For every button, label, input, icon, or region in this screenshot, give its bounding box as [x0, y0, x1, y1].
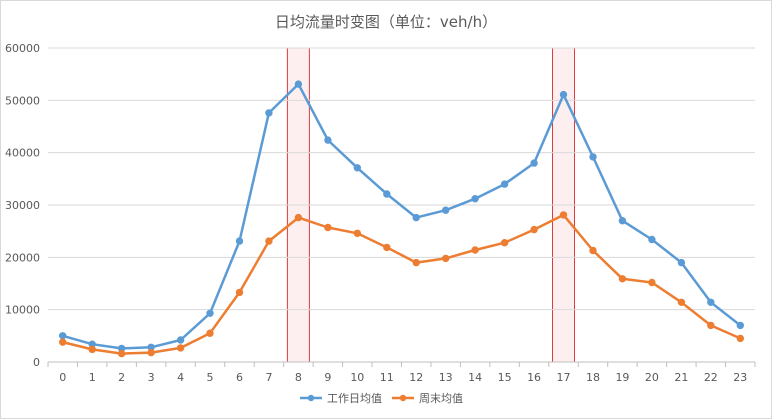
y-tick-label: 30000 — [5, 199, 40, 212]
data-point — [383, 190, 391, 198]
data-point — [500, 180, 509, 188]
data-point — [206, 329, 214, 337]
data-point — [471, 195, 479, 203]
y-tick-label: 10000 — [5, 304, 40, 317]
data-point — [736, 334, 744, 343]
data-point — [117, 349, 126, 358]
data-point — [324, 223, 332, 232]
x-tick-label: 5 — [207, 371, 214, 384]
data-point — [500, 239, 509, 247]
data-point — [265, 109, 273, 117]
x-tick-label: 15 — [498, 371, 512, 384]
data-point — [707, 321, 715, 330]
data-point — [176, 336, 185, 344]
series-0 — [59, 80, 744, 353]
data-point — [618, 275, 627, 283]
data-point — [530, 159, 538, 167]
data-point — [442, 254, 450, 263]
series-1 — [59, 211, 744, 358]
data-point — [294, 80, 303, 88]
y-tick-label: 20000 — [5, 251, 40, 264]
legend-item-1: 周末均值 — [392, 391, 463, 405]
series-line — [61, 82, 742, 350]
data-point — [88, 345, 96, 354]
data-point — [589, 153, 597, 161]
legend: 工作日均值 周末均值 — [300, 391, 463, 405]
data-point — [353, 164, 361, 172]
data-point — [235, 237, 244, 245]
data-point — [559, 90, 568, 99]
x-tick-label: 10 — [350, 371, 364, 384]
x-tick-label: 11 — [380, 371, 394, 384]
y-tick-label: 0 — [33, 356, 40, 369]
x-tick-label: 0 — [59, 371, 66, 384]
x-tick-label: 17 — [557, 371, 571, 384]
x-tick-label: 4 — [177, 371, 184, 384]
legend-dot-marker — [399, 394, 407, 402]
y-tick-label: 40000 — [5, 147, 40, 160]
legend-dot-marker — [307, 394, 315, 402]
data-point — [618, 217, 627, 225]
legend-label: 工作日均值 — [327, 392, 382, 405]
x-tick-label: 8 — [295, 371, 302, 384]
data-point — [176, 344, 185, 352]
data-point — [59, 338, 67, 346]
x-tick-label: 13 — [439, 371, 453, 384]
x-tick-label: 9 — [324, 371, 331, 384]
x-tick-label: 7 — [265, 371, 272, 384]
x-tick-label: 20 — [645, 371, 659, 384]
x-tick-label: 21 — [674, 371, 688, 384]
chart-title: 日均流量时变图（单位：veh/h） — [275, 13, 497, 31]
x-tick-label: 3 — [148, 371, 155, 384]
data-point — [648, 235, 656, 244]
x-tick-label: 1 — [89, 371, 96, 384]
x-tick-label: 12 — [409, 371, 423, 384]
data-point — [412, 213, 420, 222]
x-tick-label: 22 — [704, 371, 718, 384]
x-tick-label: 16 — [527, 371, 541, 384]
data-point — [353, 229, 361, 238]
data-point — [412, 258, 420, 267]
x-tick-label: 2 — [118, 371, 125, 384]
data-point — [442, 206, 450, 214]
series-line — [61, 213, 742, 355]
data-point — [589, 246, 597, 255]
series-lines — [59, 80, 744, 358]
grid-lines — [48, 47, 755, 311]
x-tick-label: 23 — [733, 371, 747, 384]
data-point — [677, 298, 686, 306]
x-tick-label: 18 — [586, 371, 600, 384]
data-point — [265, 237, 273, 245]
data-point — [471, 246, 479, 254]
data-point — [648, 278, 656, 287]
x-tick-label: 19 — [615, 371, 629, 384]
data-point — [707, 298, 715, 306]
data-point — [235, 288, 244, 297]
legend-item-0: 工作日均值 — [300, 392, 382, 405]
data-point — [324, 136, 332, 144]
data-point — [147, 348, 155, 357]
data-point — [530, 225, 538, 234]
x-tick-label: 14 — [468, 371, 482, 384]
legend-label: 周末均值 — [419, 391, 463, 405]
data-point — [294, 213, 303, 222]
data-point — [383, 243, 391, 252]
data-point — [59, 332, 67, 340]
data-point — [206, 309, 214, 317]
y-tick-label: 50000 — [5, 94, 40, 107]
data-point — [677, 258, 686, 267]
data-point — [736, 321, 744, 330]
data-point — [559, 211, 568, 219]
y-tick-label: 60000 — [5, 42, 40, 55]
x-tick-label: 6 — [236, 371, 243, 384]
